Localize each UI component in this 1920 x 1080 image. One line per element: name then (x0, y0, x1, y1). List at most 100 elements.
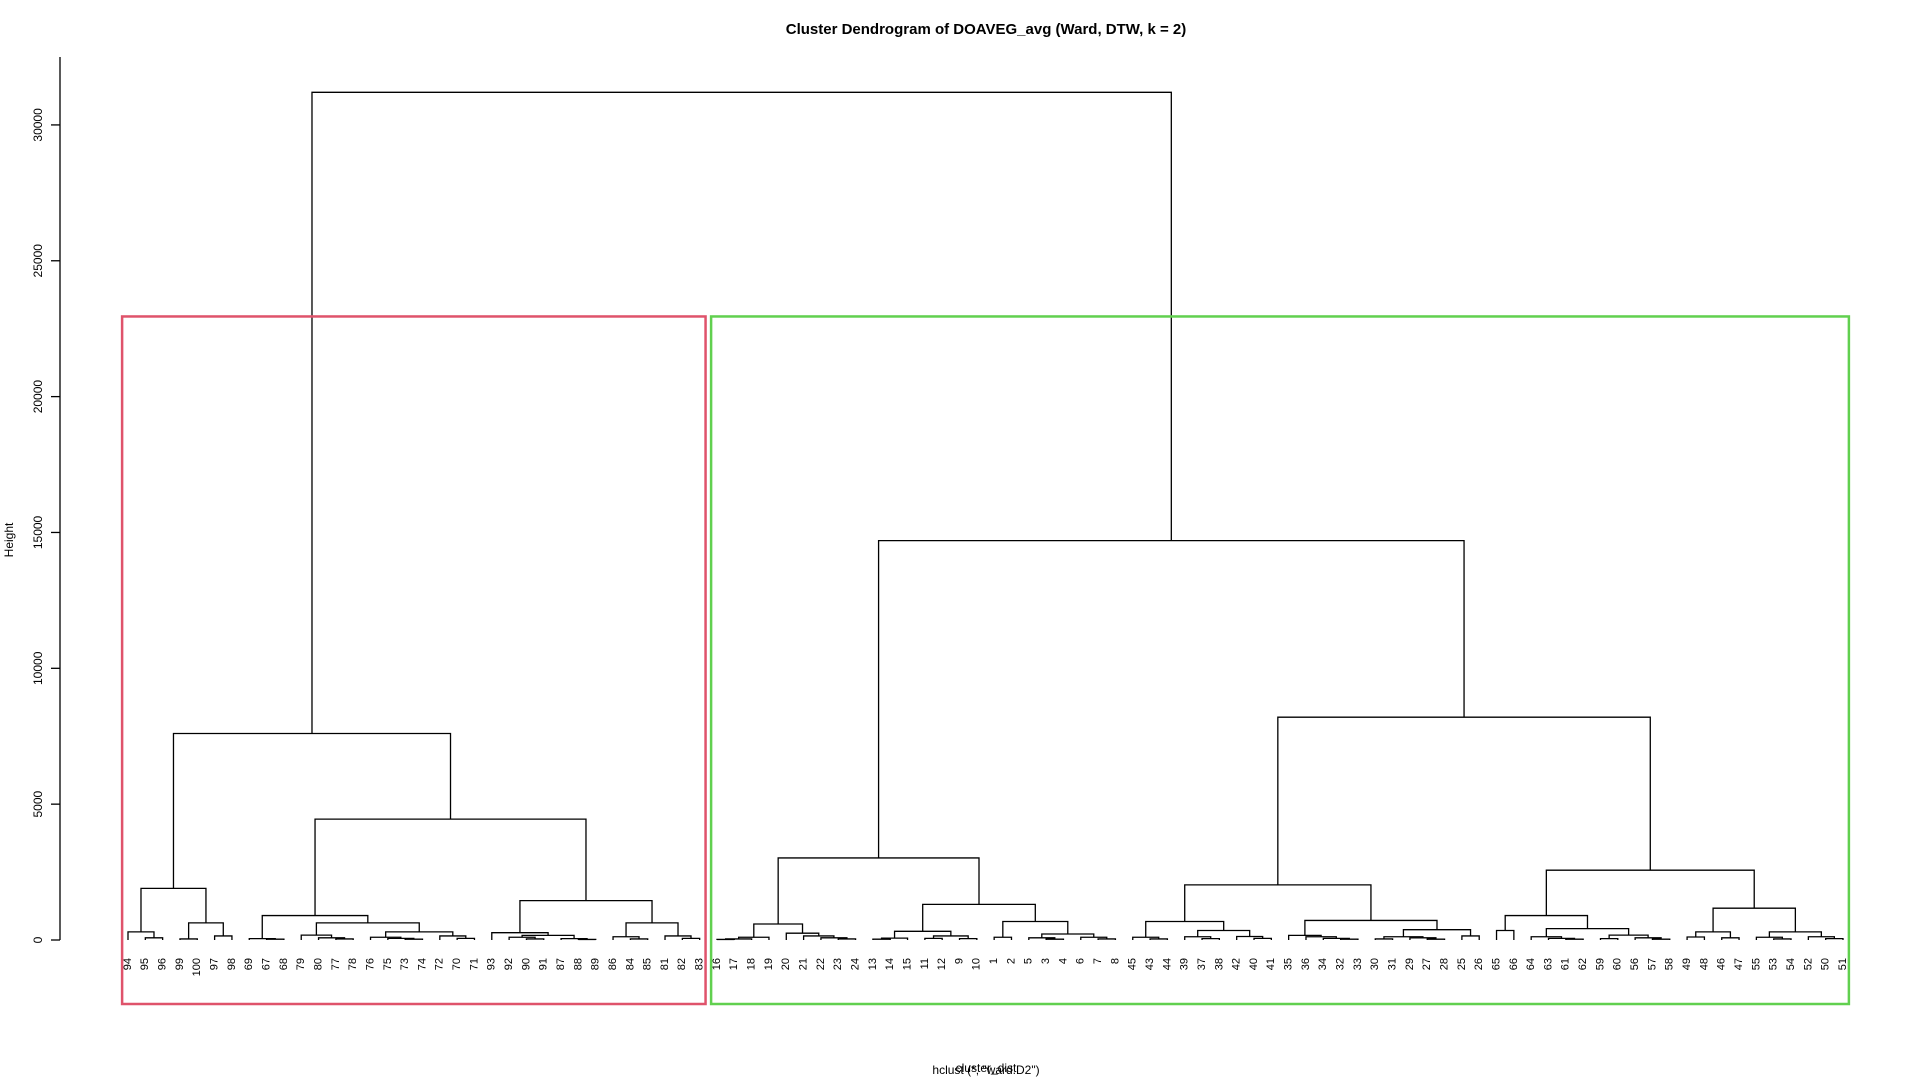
dendrogram-link (525, 938, 545, 940)
dendrogram-link (1322, 937, 1350, 940)
leaf-label: 98 (226, 958, 238, 970)
leaf-label: 42 (1231, 958, 1243, 970)
dendrogram-link (314, 818, 587, 916)
leaf-label: 64 (1525, 958, 1537, 970)
leaf-label: 1 (988, 958, 1000, 964)
y-tick-label: 5000 (31, 790, 45, 817)
dendrogram-link (172, 732, 452, 889)
leaf-label: 68 (278, 958, 290, 970)
leaf-label: 63 (1542, 958, 1554, 970)
leaf-label: 60 (1612, 958, 1624, 970)
leaf-label: 48 (1698, 958, 1710, 970)
dendrogram-link (1599, 937, 1619, 940)
dendrogram-link (1565, 938, 1584, 940)
dendrogram-link (1145, 920, 1225, 938)
dendrogram-link (681, 937, 701, 940)
dendrogram-link (753, 923, 804, 938)
leaf-label: 33 (1352, 958, 1364, 970)
leaf-label: 88 (572, 958, 584, 970)
leaf-label: 38 (1213, 958, 1225, 970)
leaf-label: 26 (1473, 958, 1485, 970)
subtitle: hclust (*, "ward.D2") (932, 1063, 1039, 1077)
y-tick-label: 0 (31, 936, 45, 943)
leaf-label: 15 (901, 958, 913, 970)
dendrogram-link (1097, 938, 1117, 940)
dendrogram-link (1253, 937, 1272, 940)
leaf-label: 95 (139, 958, 151, 970)
dendrogram-link (1305, 936, 1337, 940)
leaf-label: 77 (330, 958, 342, 970)
dendrogram-link (877, 539, 1465, 858)
leaf-label: 30 (1369, 958, 1381, 970)
dendrogram-link (1530, 936, 1563, 940)
leaf-label: 2 (1005, 958, 1017, 964)
leaf-label: 44 (1161, 958, 1173, 970)
dendrogram-link (1383, 936, 1424, 939)
leaf-label: 27 (1421, 958, 1433, 970)
leaf-label: 55 (1750, 958, 1762, 970)
dendrogram-link (625, 922, 679, 937)
leaf-label: 19 (763, 958, 775, 970)
leaf-label: 31 (1387, 958, 1399, 970)
leaf-label: 16 (711, 958, 723, 970)
leaf-label: 72 (434, 958, 446, 970)
dendrogram-link (140, 887, 207, 932)
dendrogram-link (1339, 938, 1359, 940)
dendrogram-link (1426, 938, 1446, 940)
cluster-box (709, 315, 1851, 1006)
dendrogram-link (404, 938, 424, 940)
y-tick-label: 25000 (31, 244, 45, 278)
leaf-label: 67 (260, 958, 272, 970)
leaf-label: 23 (832, 958, 844, 970)
leaf-label: 24 (849, 958, 861, 970)
dendrogram-link (1825, 937, 1844, 940)
leaf-label: 76 (364, 958, 376, 970)
dendrogram-link (265, 938, 285, 940)
leaf-label: 85 (642, 958, 654, 970)
leaf-label: 89 (590, 958, 602, 970)
leaf-label: 61 (1560, 958, 1572, 970)
leaf-label: 40 (1248, 958, 1260, 970)
leaf-label: 47 (1733, 958, 1745, 970)
leaf-label: 11 (919, 958, 931, 969)
y-tick-label: 20000 (31, 380, 45, 414)
leaf-label: 34 (1317, 958, 1329, 970)
dendrogram-link (248, 937, 276, 940)
leaf-label: 12 (936, 958, 948, 970)
leaf-label: 70 (451, 958, 463, 970)
dendrogram-link (837, 938, 857, 940)
leaf-label: 79 (295, 958, 307, 970)
leaf-label: 74 (416, 958, 428, 970)
dendrogram-link (802, 935, 835, 940)
leaf-label: 45 (1127, 958, 1139, 970)
leaf-label: 82 (676, 958, 688, 970)
dendrogram-link (1721, 937, 1740, 940)
dendrogram-link (560, 937, 588, 940)
dendrogram-link (922, 903, 1036, 932)
dendrogram-link (261, 914, 369, 939)
y-axis-label: Height (2, 522, 16, 557)
leaf-label: 66 (1508, 958, 1520, 970)
dendrogram-link (144, 937, 164, 940)
leaf-label: 58 (1664, 958, 1676, 970)
dendrogram-link (213, 935, 233, 940)
leaf-label: 43 (1144, 958, 1156, 970)
dendrogram-link (456, 937, 476, 940)
leaf-label: 14 (884, 958, 896, 970)
dendrogram-link (1461, 935, 1480, 940)
dendrogram-link (629, 938, 649, 940)
leaf-label: 75 (382, 958, 394, 970)
leaf-label: 28 (1438, 958, 1450, 970)
leaf-label: 6 (1075, 958, 1087, 964)
dendrogram-link (612, 936, 640, 940)
dendrogram-link (664, 935, 692, 940)
dendrogram-link (1277, 716, 1651, 885)
leaf-label: 36 (1300, 958, 1312, 970)
dendrogram-link (924, 937, 943, 940)
dendrogram-link (1201, 937, 1221, 940)
dendrogram-link (335, 938, 354, 940)
leaf-label: 25 (1456, 958, 1468, 970)
y-tick-label: 10000 (31, 651, 45, 685)
leaf-label: 59 (1594, 958, 1606, 970)
dendrogram-link (577, 938, 597, 941)
